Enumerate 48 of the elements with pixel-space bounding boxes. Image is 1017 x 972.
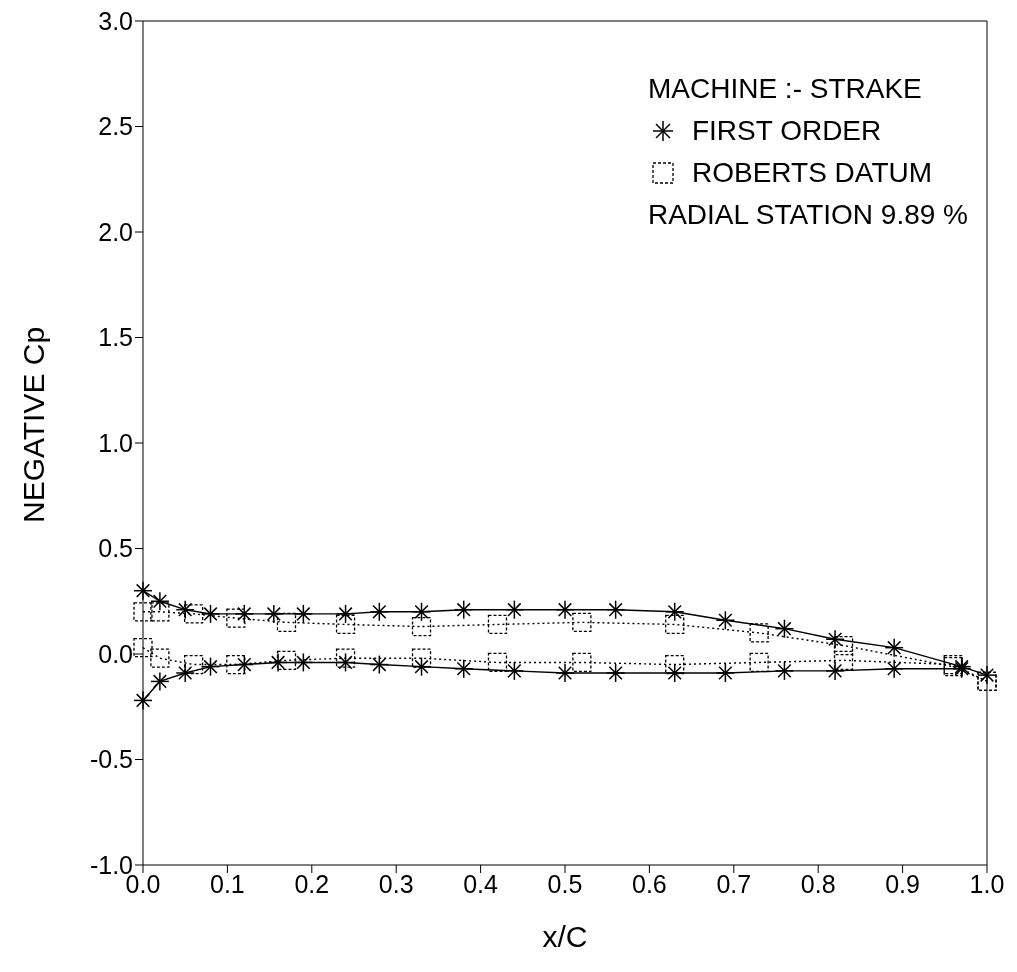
point (833, 635, 854, 656)
point (226, 608, 246, 628)
x-tick-label: 0.7 (716, 869, 752, 898)
annotation: RADIAL STATION 9.89 % (647, 198, 968, 232)
y-tick-label: 3.0 (98, 6, 133, 35)
y-tick-label: 0.0 (98, 639, 133, 668)
x-tick-label: 0.4 (463, 869, 499, 898)
y-tick-label: 2.0 (98, 217, 133, 246)
legend-label: ROBERTS DATUM (691, 156, 933, 190)
point (572, 652, 592, 673)
point (833, 650, 854, 670)
point (572, 612, 592, 632)
y-tick-label: 0.5 (98, 534, 133, 563)
point (411, 616, 432, 637)
y-tick-label: 1.5 (98, 323, 133, 352)
point (276, 612, 297, 632)
y-tick-label: 2.5 (98, 112, 133, 141)
legend-label: FIRST ORDER (691, 114, 882, 148)
x-tick-label: 0.6 (632, 869, 667, 898)
x-tick-label: 1.0 (969, 869, 1005, 898)
point (411, 648, 432, 668)
x-tick-label: 0.5 (547, 869, 583, 898)
x-tick-label: 0.9 (885, 869, 920, 898)
point (335, 614, 356, 635)
point (226, 654, 246, 675)
point (665, 654, 685, 675)
legend-title: MACHINE :- STRAKE (647, 72, 923, 106)
point (749, 652, 769, 673)
y-tick-label: 1.0 (98, 428, 133, 457)
point (133, 602, 153, 622)
y-axis-title: NEGATIVE Cp (16, 326, 50, 523)
x-tick-label: 0.3 (378, 869, 414, 898)
y-tick-label: -0.5 (89, 745, 133, 774)
x-tick-label: 0.2 (294, 869, 330, 898)
point (665, 614, 685, 635)
point (150, 648, 170, 668)
point (183, 604, 204, 624)
point (487, 652, 508, 673)
point (150, 602, 170, 622)
x-tick-label: 0.8 (800, 869, 836, 898)
point (276, 650, 297, 670)
point (487, 614, 508, 635)
x-tick-label: 0.1 (210, 869, 245, 898)
point (749, 623, 769, 643)
x-axis-title: x/C (542, 920, 588, 953)
point (183, 654, 204, 675)
point (335, 648, 356, 668)
point (133, 638, 153, 658)
